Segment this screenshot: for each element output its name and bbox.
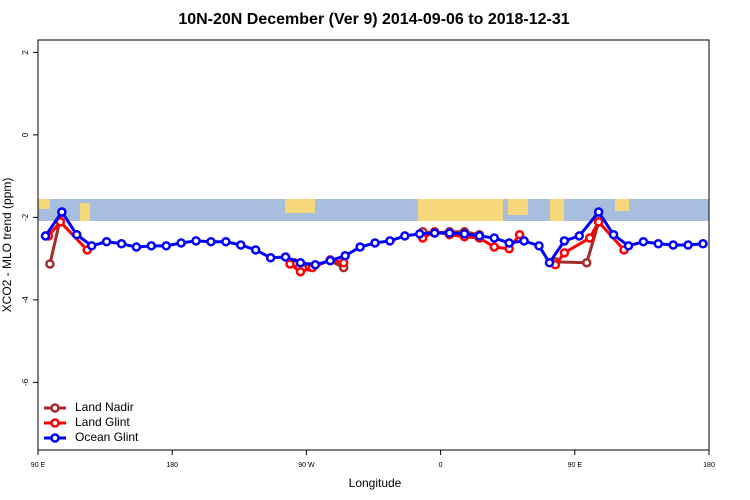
legend-marker: [50, 403, 60, 413]
data-point: [370, 238, 380, 248]
x-tick-label: 90 W: [298, 462, 315, 469]
data-point: [584, 233, 595, 243]
y-axis-label: XCO2 - MLO trend (ppm): [0, 178, 14, 313]
data-point: [489, 242, 500, 252]
data-point: [280, 252, 291, 262]
y-tick-label: -2: [21, 213, 30, 221]
data-point: [45, 259, 55, 269]
data-point: [265, 253, 276, 263]
data-point: [638, 236, 649, 247]
ocean-background: [38, 199, 709, 221]
data-point: [698, 239, 708, 249]
x-tick-label: 180: [703, 462, 715, 469]
land-shape: [550, 199, 564, 221]
data-point: [653, 239, 664, 249]
land-shape: [38, 199, 50, 209]
map-band: [38, 199, 709, 221]
data-point: [489, 233, 500, 243]
data-point: [86, 241, 97, 251]
x-tick-label: 0: [439, 462, 443, 469]
data-point: [474, 231, 485, 241]
data-point: [325, 255, 336, 266]
data-point: [285, 259, 295, 269]
data-point: [459, 229, 470, 239]
chart-title: 10N-20N December (Ver 9) 2014-09-06 to 2…: [178, 11, 569, 28]
data-point: [131, 242, 142, 252]
data-point: [608, 229, 619, 240]
data-point: [176, 238, 186, 248]
data-point: [206, 236, 216, 247]
data-point: [310, 260, 321, 270]
data-point: [534, 241, 544, 251]
x-tick-label: 90 E: [31, 462, 46, 469]
data-point: [444, 228, 455, 238]
y-tick-label: 0: [21, 132, 30, 137]
legend-label: Land Glint: [75, 415, 130, 429]
data-point: [574, 231, 585, 241]
land-shape: [285, 199, 315, 213]
data-point: [581, 257, 592, 268]
y-tick-label: -4: [21, 296, 30, 304]
data-point: [623, 241, 634, 251]
data-point: [236, 240, 246, 250]
y-tick-label: -6: [21, 378, 30, 386]
data-point: [559, 248, 570, 258]
land-shape: [418, 199, 503, 221]
data-point: [559, 236, 570, 246]
legend-marker: [50, 433, 60, 443]
data-point: [429, 228, 440, 238]
data-point: [295, 267, 306, 277]
data-point: [593, 217, 604, 227]
data-point: [385, 236, 395, 246]
legend-marker: [50, 418, 60, 428]
data-point: [668, 240, 678, 250]
data-point: [221, 236, 231, 247]
land-shape: [615, 199, 629, 211]
plot-frame: [37, 39, 710, 451]
data-point: [544, 257, 555, 268]
data-point: [250, 245, 261, 255]
land-shape: [80, 203, 90, 221]
data-point: [57, 207, 67, 217]
data-point: [116, 239, 127, 249]
data-point: [355, 242, 365, 252]
data-point: [519, 236, 529, 246]
data-point: [340, 250, 350, 261]
legend-label: Ocean Glint: [75, 430, 139, 444]
x-axis-label: Longitude: [349, 476, 402, 490]
x-tick-label: 180: [166, 462, 178, 469]
data-point: [72, 229, 82, 240]
data-point: [40, 231, 51, 241]
data-point: [514, 229, 525, 240]
data-point: [191, 236, 201, 246]
data-point: [295, 257, 306, 268]
legend-label: Land Nadir: [75, 400, 134, 414]
y-tick-label: 2: [21, 50, 30, 55]
data-point: [101, 236, 112, 247]
data-point: [400, 231, 410, 241]
land-shape: [508, 199, 528, 215]
data-point: [414, 229, 425, 239]
data-point: [146, 241, 157, 251]
x-tick-label: 90 E: [568, 462, 583, 469]
data-point: [161, 241, 171, 251]
data-point: [683, 240, 693, 250]
data-point: [504, 238, 514, 248]
data-point: [593, 207, 604, 217]
